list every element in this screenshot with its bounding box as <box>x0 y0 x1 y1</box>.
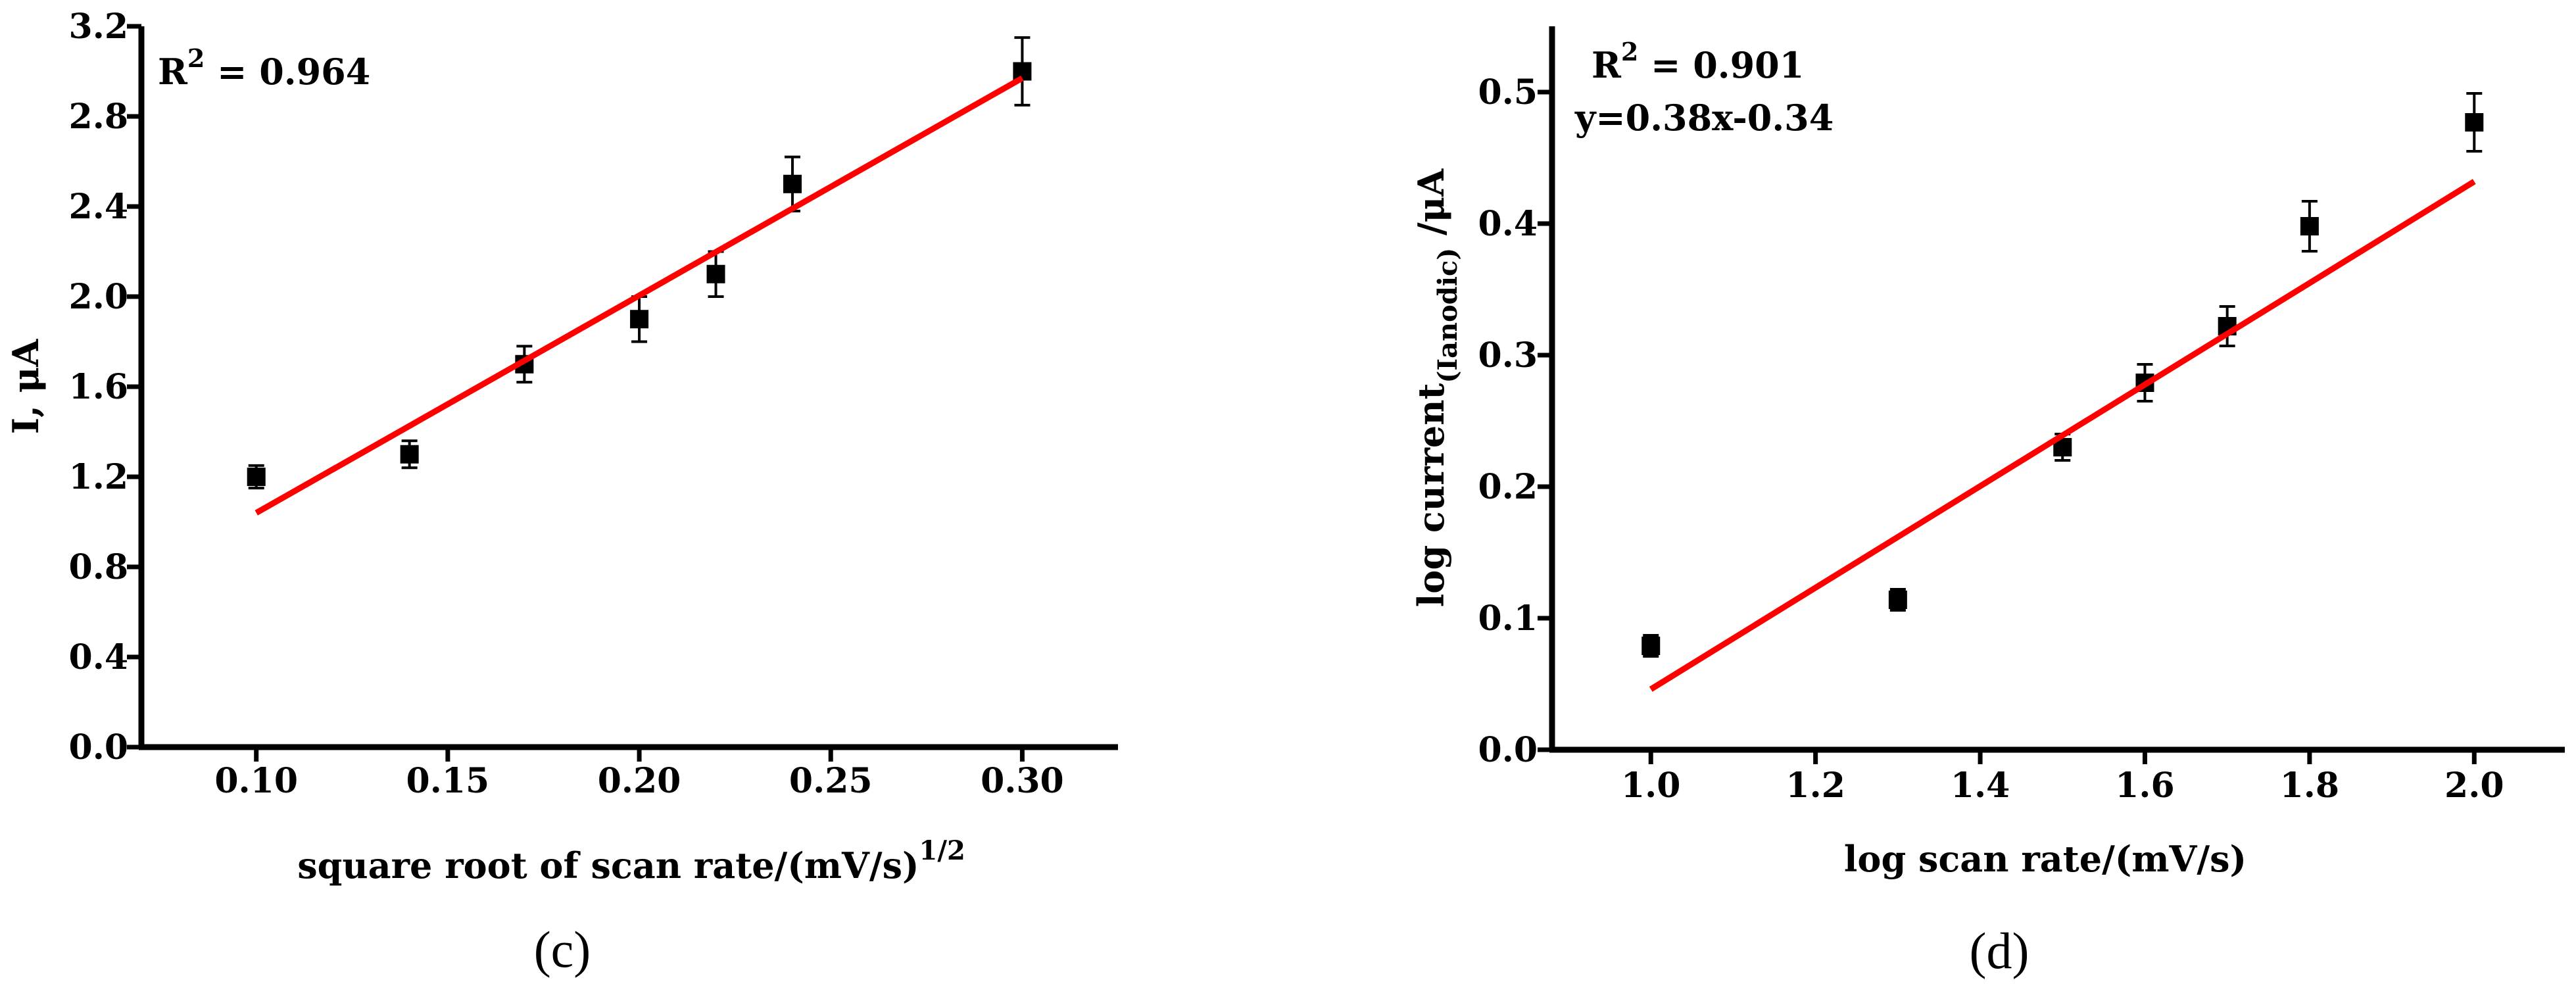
chart-d-xtick-label: 1.4 <box>1951 766 2010 806</box>
chart-d-caption: (d) <box>1970 922 2029 979</box>
chart-d-ytick-label: 0.2 <box>1478 467 1538 507</box>
chart-c-data-point <box>706 264 725 283</box>
chart-c-ytick-label: 3.2 <box>69 7 128 47</box>
chart-d-ytick-label: 0.5 <box>1478 72 1538 112</box>
chart-c-ytick-label: 0.8 <box>69 547 128 587</box>
chart-d-equation: y=0.38x-0.34 <box>1574 97 1834 139</box>
chart-c-xtick-label: 0.25 <box>789 761 873 801</box>
chart-d-marks: 0.0 0.1 0.2 0.3 0.4 0.5 1.0 1.2 1.4 1.6 1.8 2.0 <box>1478 72 2504 806</box>
chart-c-ylabel: I, μA <box>5 339 47 434</box>
chart-c-marks: 0.0 0.4 0.8 1.2 1.6 2.0 2.4 2.8 3.2 0.10 0.15 0.20 0… <box>69 7 1064 801</box>
chart-d-xtick-label: 1.8 <box>2280 766 2339 806</box>
chart-d-ytick-label: 0.1 <box>1478 598 1538 639</box>
chart-c-ytick-label: 1.6 <box>69 367 128 407</box>
chart-d-data-point <box>2465 113 2484 132</box>
chart-d-xtick-label: 1.2 <box>1786 766 1845 806</box>
chart-c-xlabel: square root of scan rate/(mV/s)1/2 <box>297 835 965 887</box>
chart-c-fit-line <box>255 75 1024 516</box>
chart-c: 0.0 0.4 0.8 1.2 1.6 2.0 2.4 2.8 3.2 0.10 0.15 0.20 0… <box>5 7 1118 978</box>
chart-c-data-point <box>400 445 419 464</box>
chart-c-xtick-label: 0.20 <box>598 761 681 801</box>
chart-d: 0.0 0.1 0.2 0.3 0.4 0.5 1.0 1.2 1.4 1.6 1.8 2.0 R2 … <box>1410 26 2565 979</box>
chart-c-caption: (c) <box>534 921 591 978</box>
chart-c-xtick-label: 0.15 <box>406 761 490 801</box>
chart-c-xtick-label: 0.10 <box>214 761 298 801</box>
chart-c-r2: R2 = 0.964 <box>158 43 370 93</box>
chart-c-ytick-label: 1.2 <box>69 457 128 497</box>
chart-d-data-point <box>2300 217 2319 235</box>
chart-c-ytick-label: 0.4 <box>69 637 128 677</box>
chart-d-xtick-label: 1.6 <box>2115 766 2174 806</box>
chart-d-xtick-label: 2.0 <box>2444 766 2504 806</box>
chart-c-ytick-label: 2.8 <box>69 97 128 137</box>
chart-c-xtick-label: 0.30 <box>981 761 1064 801</box>
chart-d-ytick-label: 0.0 <box>1478 730 1538 770</box>
chart-c-ytick-label: 0.0 <box>69 727 128 768</box>
chart-d-xlabel: log scan rate/(mV/s) <box>1844 838 2247 880</box>
chart-c-ytick-label: 2.4 <box>69 187 128 227</box>
chart-c-data-point <box>630 310 649 329</box>
chart-d-ylabel: log current(Ianodic) /μA <box>1410 168 1463 608</box>
chart-d-r2: R2 = 0.901 <box>1592 37 1804 86</box>
chart-d-ytick-label: 0.4 <box>1478 204 1538 244</box>
chart-d-xtick-label: 1.0 <box>1621 766 1680 806</box>
chart-c-data-point <box>783 174 802 193</box>
chart-d-data-point <box>1888 591 1907 609</box>
chart-c-data-point <box>247 468 266 486</box>
chart-d-data-point <box>1641 637 1661 655</box>
chart-d-fit-line <box>1649 179 2476 692</box>
chart-c-data-point <box>1013 62 1032 81</box>
chart-c-ytick-label: 2.0 <box>69 277 128 317</box>
chart-d-ytick-label: 0.3 <box>1478 335 1538 376</box>
